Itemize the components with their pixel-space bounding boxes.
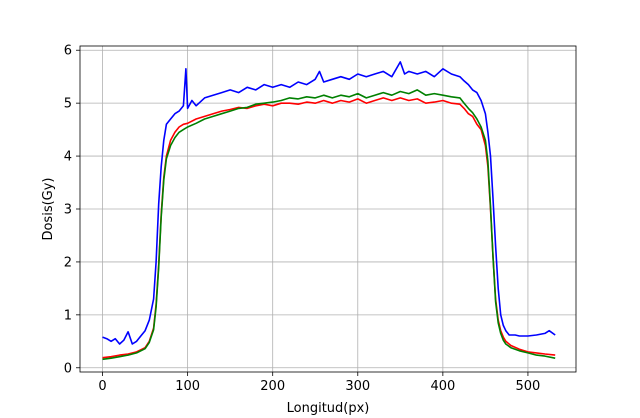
y-tick-label: 5 (64, 97, 72, 112)
y-tick-label: 0 (64, 361, 72, 376)
x-axis-ticks: 0 100 200 300 400 500 (98, 372, 540, 394)
series-line-2 (102, 89, 556, 361)
x-tick-label: 300 (345, 379, 370, 394)
x-tick-label: 400 (430, 379, 455, 394)
y-axis-label: Dosis(Gy) (41, 177, 56, 240)
series-layer (102, 61, 556, 361)
x-tick-label: 500 (516, 379, 541, 394)
x-tick-label: 0 (98, 379, 106, 394)
y-axis-ticks: 0 1 2 3 4 5 6 (64, 44, 80, 376)
series-line-3 (102, 61, 556, 345)
y-tick-label: 4 (64, 150, 72, 165)
y-tick-label: 6 (64, 44, 72, 59)
y-tick-label: 2 (64, 255, 72, 270)
y-tick-label: 3 (64, 203, 72, 218)
x-tick-label: 200 (260, 379, 285, 394)
y-tick-label: 1 (64, 308, 72, 323)
x-axis-label: Longitud(px) (287, 401, 370, 416)
x-tick-label: 100 (175, 379, 200, 394)
